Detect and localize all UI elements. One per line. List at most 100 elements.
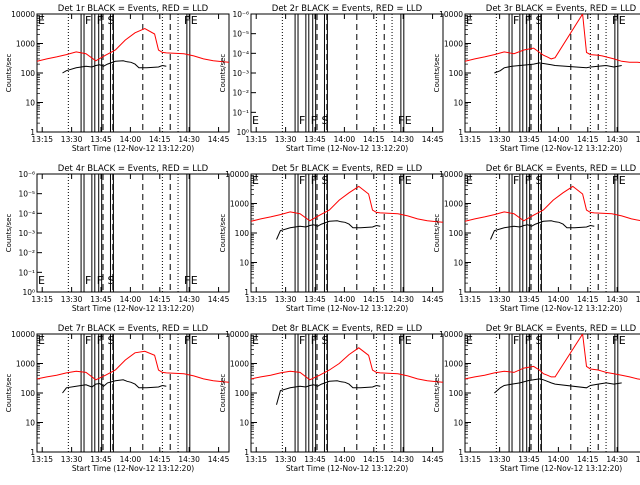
y-tick-label: 10⁻² bbox=[232, 89, 249, 98]
plot-title: Det 8r BLACK = Events, RED = LLD bbox=[272, 324, 423, 334]
flag-label: F bbox=[184, 274, 190, 287]
y-tick-label: 100 bbox=[235, 229, 250, 238]
x-tick-label: 13:30 bbox=[61, 295, 83, 304]
y-tick-label: 10000 bbox=[439, 330, 463, 339]
events-series-line bbox=[62, 60, 167, 74]
y-tick-label: 1000 bbox=[444, 360, 463, 369]
x-tick-label: 14:00 bbox=[548, 295, 570, 304]
y-axis-label: Counts/sec bbox=[433, 374, 441, 413]
x-tick-label: 14:30 bbox=[178, 295, 200, 304]
flag-label: E bbox=[405, 174, 412, 187]
flag-label: E bbox=[38, 274, 45, 287]
x-tick-label: 14:15 bbox=[363, 455, 385, 464]
x-tick-label: 14:15 bbox=[149, 455, 171, 464]
x-tick-label: 13:45 bbox=[518, 135, 540, 144]
y-tick-label: 10⁻⁶ bbox=[18, 170, 35, 179]
flag-label: S bbox=[108, 334, 115, 347]
flag-label: F bbox=[525, 174, 531, 187]
flag-label: F bbox=[299, 334, 305, 347]
y-tick-label: 100 bbox=[21, 69, 36, 78]
flag-label: F bbox=[513, 14, 519, 27]
plot-title: Det 4r BLACK = Events, RED = LLD bbox=[58, 164, 209, 174]
flag-label: E bbox=[466, 14, 473, 27]
plot-title: Det 2r BLACK = Events, RED = LLD bbox=[272, 4, 423, 14]
x-tick-label: 13:30 bbox=[61, 455, 83, 464]
y-tick-label: 1000 bbox=[230, 200, 249, 209]
x-tick-label: 14:15 bbox=[149, 135, 171, 144]
plot-panel-2: Det 2r BLACK = Events, RED = LLD 10⁻⁶ 10⁻⁵… bbox=[219, 4, 444, 153]
flag-label: F bbox=[513, 334, 519, 347]
y-tick-label: 10⁰ bbox=[236, 128, 249, 137]
y-tick-label: 1000 bbox=[16, 40, 35, 49]
y-tick-label: 10⁻⁵ bbox=[18, 190, 35, 199]
x-tick-label: 13:30 bbox=[489, 135, 511, 144]
lld-series-line bbox=[465, 14, 640, 64]
y-tick-label: 10⁻¹ bbox=[232, 108, 249, 117]
y-tick-label: 10000 bbox=[225, 330, 249, 339]
flag-label: S bbox=[108, 274, 115, 287]
plot-title: Det 7r BLACK = Events, RED = LLD bbox=[58, 324, 209, 334]
x-axis-label: Start Time (12-Nov-12 13:12:20) bbox=[72, 464, 194, 473]
x-axis-label: Start Time (12-Nov-12 13:12:20) bbox=[72, 144, 194, 153]
y-tick-label: 100 bbox=[449, 69, 464, 78]
x-tick-label: 14:45 bbox=[636, 295, 640, 304]
x-tick-label: 14:15 bbox=[577, 135, 599, 144]
x-tick-label: 14:15 bbox=[577, 295, 599, 304]
flag-label: S bbox=[536, 14, 543, 27]
flag-label: F bbox=[311, 174, 317, 187]
flag-label: F bbox=[612, 334, 618, 347]
flag-label: F bbox=[398, 174, 404, 187]
x-axis-label: Start Time (12-Nov-12 13:12:20) bbox=[286, 464, 408, 473]
y-tick-label: 10 bbox=[453, 419, 463, 428]
x-tick-label: 14:15 bbox=[363, 135, 385, 144]
flag-label: F bbox=[525, 14, 531, 27]
x-tick-label: 14:30 bbox=[392, 135, 414, 144]
y-axis-label: Counts/sec bbox=[219, 374, 227, 413]
x-tick-label: 14:00 bbox=[334, 455, 356, 464]
y-tick-label: 1 bbox=[30, 128, 35, 137]
flag-label: E bbox=[619, 334, 626, 347]
flag-label: E bbox=[405, 334, 412, 347]
x-tick-label: 13:45 bbox=[304, 455, 326, 464]
flag-label: F bbox=[85, 274, 91, 287]
flag-label: F bbox=[85, 334, 91, 347]
y-tick-label: 10000 bbox=[11, 10, 35, 19]
plot-panel-9: Det 9r BLACK = Events, RED = LLD 1 10 100 10… bbox=[433, 324, 640, 473]
lld-series-line bbox=[37, 28, 229, 63]
x-tick-label: 13:45 bbox=[304, 135, 326, 144]
flag-label: F bbox=[299, 174, 305, 187]
x-axis-label: Start Time (12-Nov-12 13:12:20) bbox=[286, 304, 408, 313]
y-tick-label: 10⁰ bbox=[22, 288, 35, 297]
y-axis-label: Counts/sec bbox=[5, 54, 13, 93]
flag-label: E bbox=[191, 14, 198, 27]
x-tick-label: 13:45 bbox=[304, 295, 326, 304]
flag-label: S bbox=[108, 14, 115, 27]
x-tick-label: 14:00 bbox=[334, 295, 356, 304]
y-tick-label: 100 bbox=[235, 389, 250, 398]
plot-panel-7: Det 7r BLACK = Events, RED = LLD 1 10 100 10… bbox=[5, 324, 230, 473]
flag-label: E bbox=[252, 114, 259, 127]
x-tick-label: 13:30 bbox=[61, 135, 83, 144]
lld-series-line bbox=[465, 334, 640, 380]
flag-label: F bbox=[184, 14, 190, 27]
x-tick-label: 14:45 bbox=[422, 455, 444, 464]
x-tick-label: 14:45 bbox=[208, 135, 230, 144]
events-series-line bbox=[490, 220, 595, 240]
flag-label: S bbox=[322, 174, 329, 187]
x-tick-label: 13:15 bbox=[459, 295, 481, 304]
y-axis-label: Counts/sec bbox=[219, 54, 227, 93]
x-tick-label: 14:45 bbox=[208, 295, 230, 304]
y-tick-label: 10⁻² bbox=[18, 249, 35, 258]
plot-panel-1: Det 1r BLACK = Events, RED = LLD 1 10 100 10… bbox=[5, 4, 230, 153]
x-tick-label: 14:15 bbox=[149, 295, 171, 304]
plot-panel-3: Det 3r BLACK = Events, RED = LLD 1 10 100 10… bbox=[433, 4, 640, 153]
y-tick-label: 10⁻⁵ bbox=[232, 30, 249, 39]
x-tick-label: 14:30 bbox=[392, 455, 414, 464]
y-tick-label: 10 bbox=[239, 259, 249, 268]
flag-label: F bbox=[311, 334, 317, 347]
flag-label: S bbox=[322, 334, 329, 347]
flag-label: S bbox=[536, 174, 543, 187]
y-tick-label: 1 bbox=[458, 288, 463, 297]
